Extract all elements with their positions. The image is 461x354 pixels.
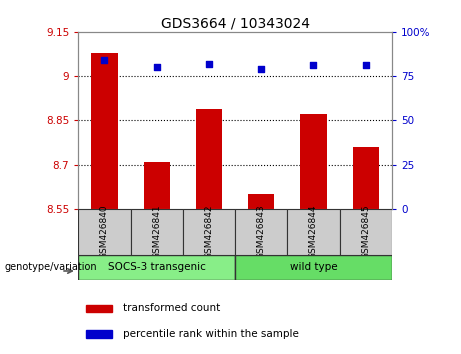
Text: transformed count: transformed count [123,303,220,313]
Text: GSM426841: GSM426841 [152,205,161,259]
Text: GSM426845: GSM426845 [361,205,370,259]
Bar [130,209,183,255]
Bar [340,209,392,255]
Point [101,57,108,63]
Bar [78,255,235,280]
Bar [183,209,235,255]
Text: GSM426843: GSM426843 [257,205,266,259]
Bar [248,194,274,209]
Bar [196,109,222,209]
Bar [86,304,112,312]
Title: GDS3664 / 10343024: GDS3664 / 10343024 [160,17,310,31]
Point [258,66,265,72]
Text: wild type: wild type [290,262,337,272]
Bar [235,209,287,255]
Text: genotype/variation: genotype/variation [5,262,97,272]
Text: SOCS-3 transgenic: SOCS-3 transgenic [108,262,206,272]
Point [153,64,160,70]
Point [205,61,213,67]
Bar [235,255,392,280]
Bar [301,114,326,209]
Bar [144,162,170,209]
Text: GSM426840: GSM426840 [100,205,109,259]
Point [310,63,317,68]
Point [362,63,369,68]
Bar [78,209,130,255]
Text: GSM426842: GSM426842 [205,205,213,259]
Bar [287,209,340,255]
Bar [91,52,118,209]
Bar [86,330,112,338]
Text: percentile rank within the sample: percentile rank within the sample [123,329,299,339]
Bar [353,147,379,209]
Text: GSM426844: GSM426844 [309,205,318,259]
